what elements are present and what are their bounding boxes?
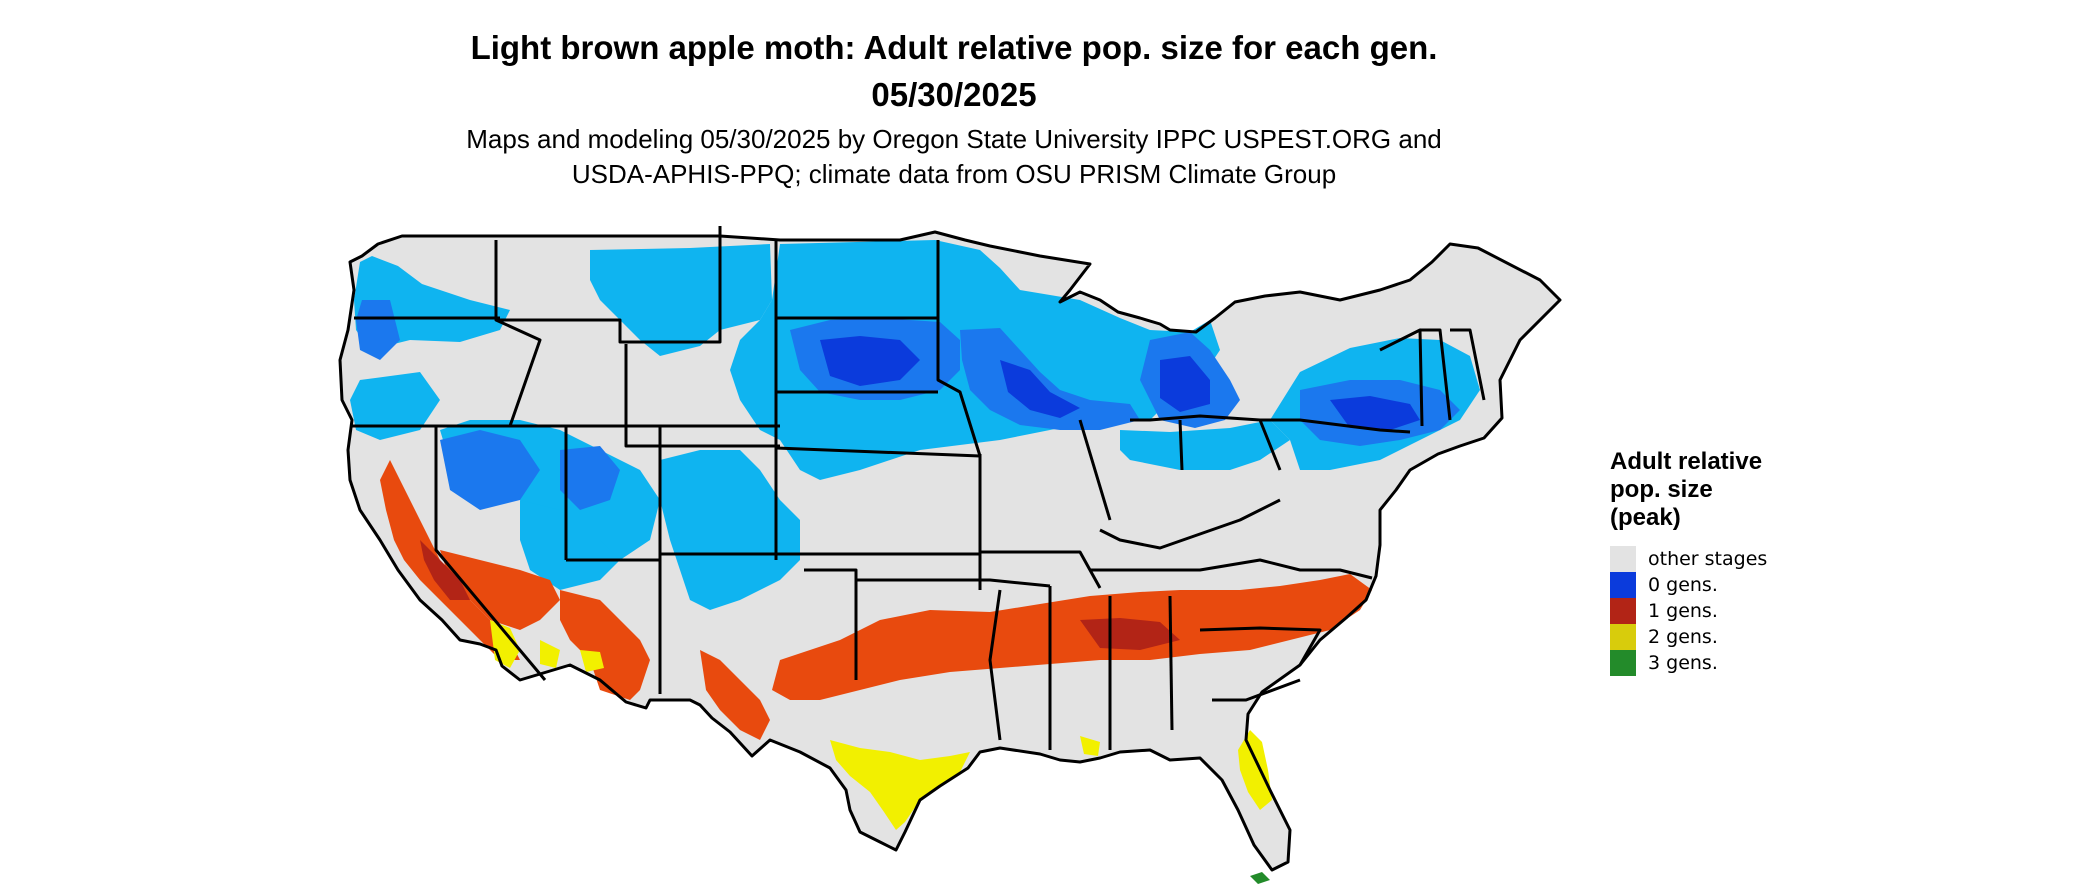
state-borders	[338, 226, 1562, 872]
three-gen-zones	[1250, 872, 1270, 884]
zero-gen-mid-zones	[356, 300, 1460, 510]
legend-swatch	[1610, 572, 1636, 598]
zero-gen-dark-zones	[820, 336, 1420, 430]
legend-item-other-stages: other stages	[1610, 546, 1910, 572]
us-map	[320, 220, 1590, 892]
legend-item-2-gens: 2 gens.	[1610, 624, 1910, 650]
legend-swatch	[1610, 650, 1636, 676]
legend-title-line-1: Adult relative	[1610, 448, 1763, 475]
legend-label: other stages	[1648, 548, 1768, 570]
legend-item-0-gens: 0 gens.	[1610, 572, 1910, 598]
legend-swatch	[1610, 598, 1636, 624]
map-subtitle: Maps and modeling 05/30/2025 by Oregon S…	[0, 122, 1908, 192]
legend-swatch	[1610, 546, 1636, 572]
legend-label: 0 gens.	[1648, 574, 1718, 596]
title-line-1: Light brown apple moth: Adult relative p…	[470, 29, 1438, 66]
title-line-2: 05/30/2025	[871, 76, 1037, 113]
legend-title-line-2: pop. size	[1610, 476, 1713, 503]
legend-title-line-3: (peak)	[1610, 504, 1681, 531]
subtitle-line-2: USDA-APHIS-PPQ; climate data from OSU PR…	[571, 159, 1337, 189]
legend-item-3-gens: 3 gens.	[1610, 650, 1910, 676]
legend: Adult relative pop. size (peak) other st…	[1610, 448, 1910, 676]
legend-item-1-gens: 1 gens.	[1610, 598, 1910, 624]
one-gen-dark-zones	[420, 540, 1180, 650]
us-map-svg	[338, 226, 1562, 884]
legend-label: 1 gens.	[1648, 600, 1718, 622]
legend-title: Adult relative pop. size (peak)	[1610, 448, 1910, 532]
one-gen-zones	[380, 460, 1372, 740]
legend-swatch	[1610, 624, 1636, 650]
conus-land	[340, 232, 1560, 870]
map-title: Light brown apple moth: Adult relative p…	[0, 24, 1908, 118]
legend-label: 2 gens.	[1648, 626, 1718, 648]
legend-label: 3 gens.	[1648, 652, 1718, 674]
subtitle-line-1: Maps and modeling 05/30/2025 by Oregon S…	[466, 124, 1442, 154]
